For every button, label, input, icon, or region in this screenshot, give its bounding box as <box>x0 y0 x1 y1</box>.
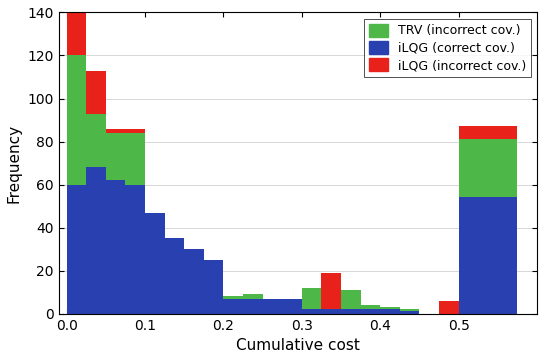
Bar <box>224 296 243 298</box>
Bar <box>86 71 106 113</box>
Bar <box>106 129 125 133</box>
Bar <box>459 139 517 198</box>
Bar <box>322 273 341 309</box>
Bar <box>361 305 380 309</box>
Bar <box>66 185 86 314</box>
Bar <box>86 113 106 167</box>
Bar <box>243 298 263 314</box>
Bar <box>361 309 380 314</box>
Bar <box>380 309 400 314</box>
Bar <box>86 167 106 314</box>
Bar <box>439 301 459 314</box>
Bar <box>302 309 322 314</box>
Bar <box>302 288 322 309</box>
Bar <box>322 309 341 314</box>
Bar <box>224 298 243 314</box>
Bar <box>125 129 145 133</box>
Bar <box>106 133 125 180</box>
Bar <box>243 294 263 298</box>
Bar <box>66 0 86 55</box>
Bar <box>125 133 145 185</box>
Bar <box>341 290 361 309</box>
Bar <box>341 309 361 314</box>
Bar <box>400 311 419 314</box>
X-axis label: Cumulative cost: Cumulative cost <box>236 338 360 353</box>
Y-axis label: Frequency: Frequency <box>7 123 22 203</box>
Bar <box>459 198 517 314</box>
Bar <box>184 249 204 314</box>
Bar <box>66 55 86 185</box>
Bar <box>380 307 400 309</box>
Bar <box>459 126 517 139</box>
Bar <box>263 298 282 314</box>
Bar <box>106 180 125 314</box>
Bar <box>165 238 184 314</box>
Bar <box>145 212 165 314</box>
Bar <box>204 260 224 314</box>
Bar <box>282 298 302 314</box>
Bar <box>400 309 419 311</box>
Bar <box>125 185 145 314</box>
Legend: TRV (incorrect cov.), iLQG (correct cov.), iLQG (incorrect cov.): TRV (incorrect cov.), iLQG (correct cov.… <box>364 19 531 77</box>
